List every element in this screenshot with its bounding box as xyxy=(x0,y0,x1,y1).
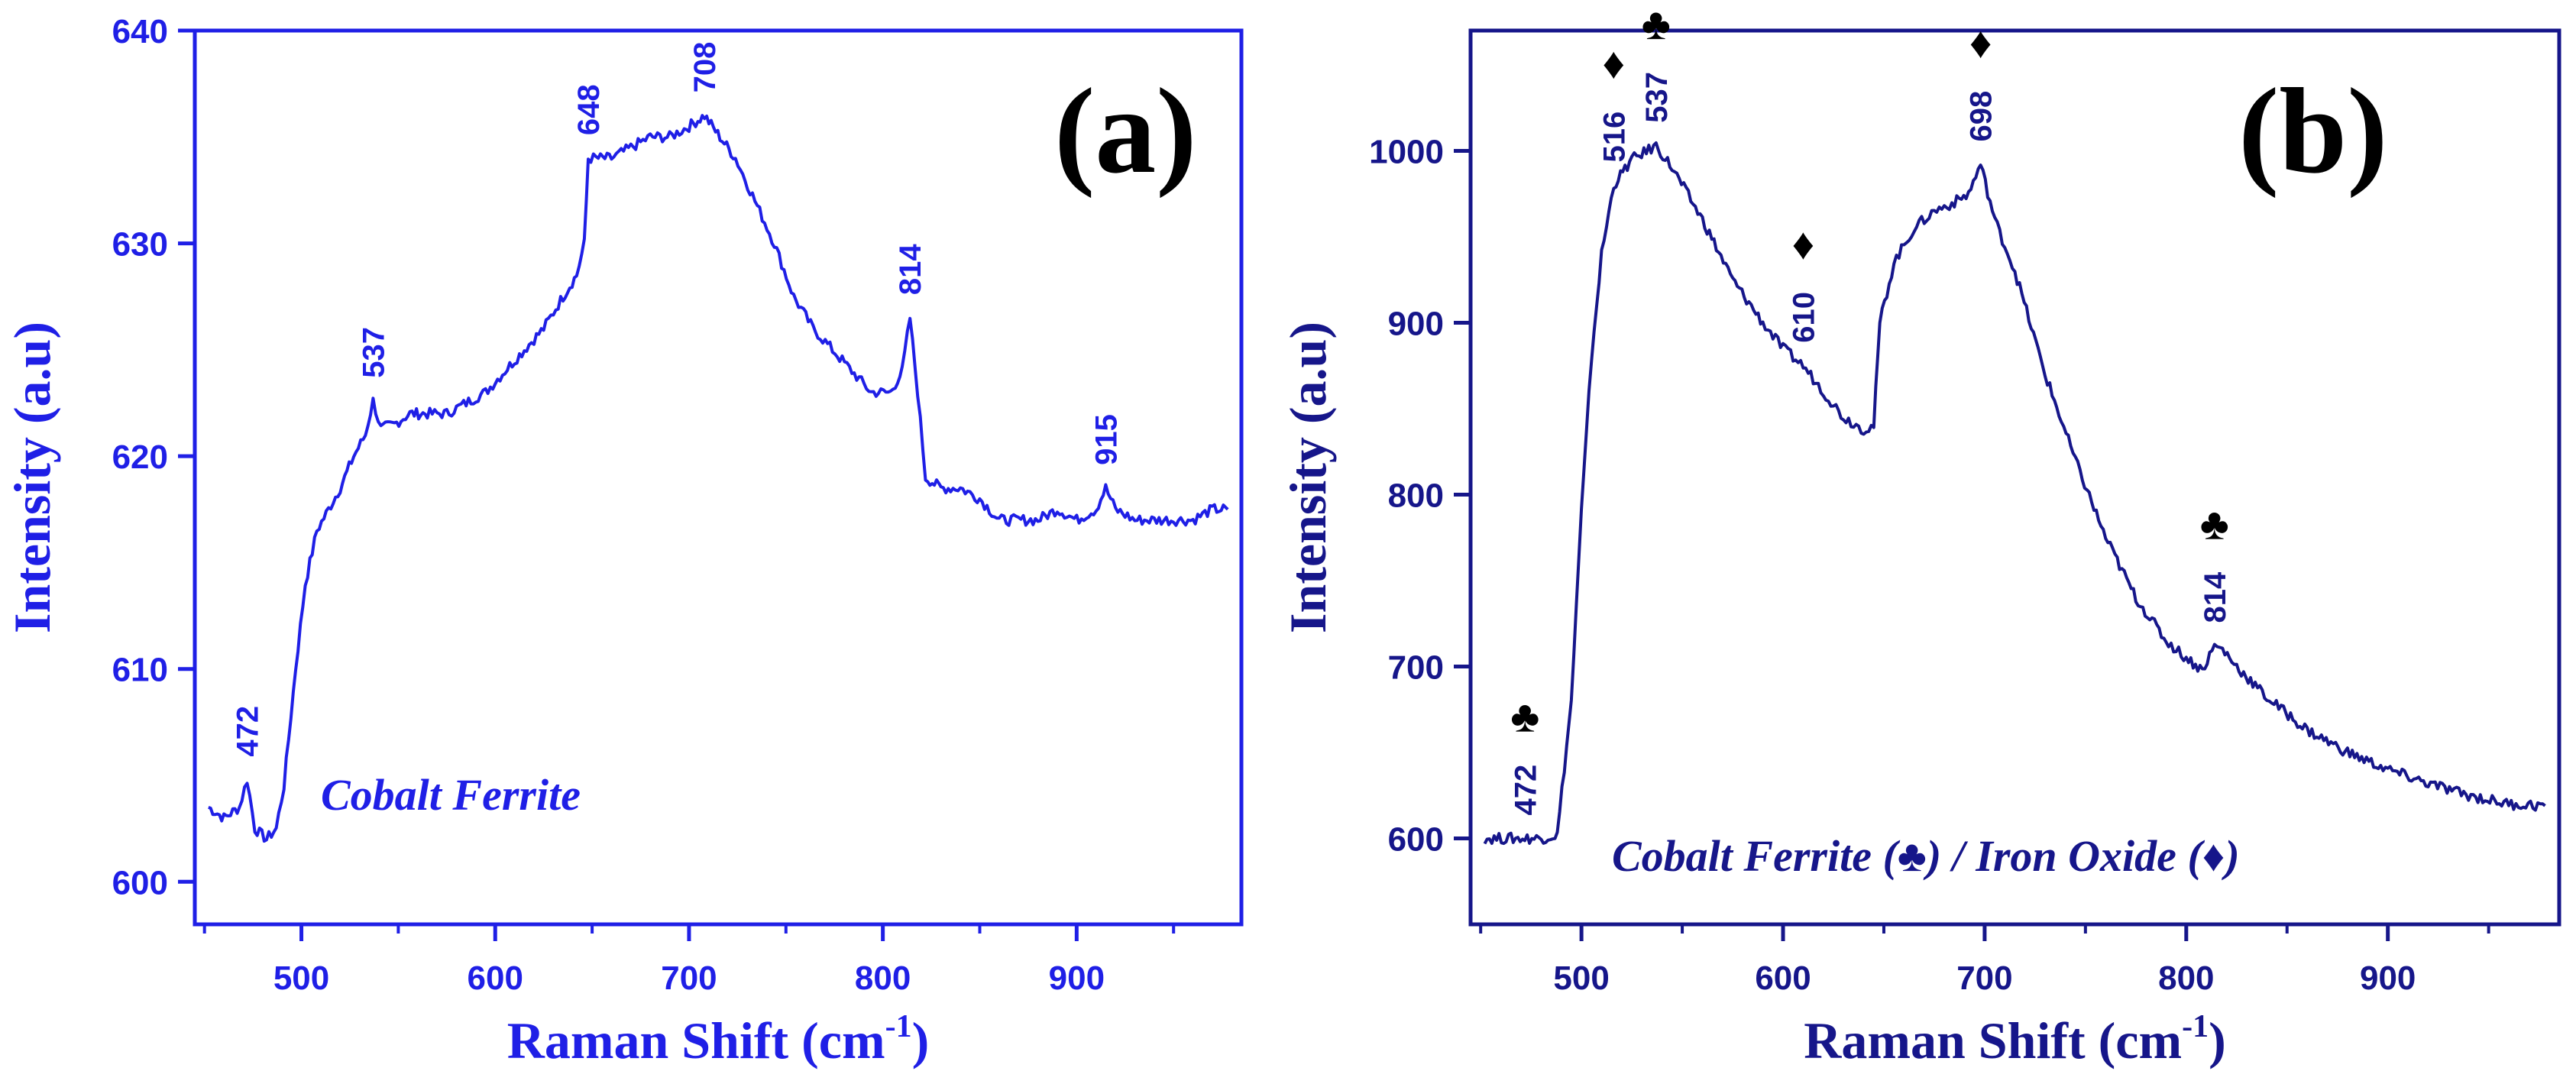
peak-annotation: 814 xyxy=(894,244,927,295)
peak-annotation: 472 xyxy=(231,706,265,757)
y-tick-label: 1000 xyxy=(1369,134,1444,171)
panel-b-label: (b) xyxy=(2238,63,2388,199)
y-tick-label: 610 xyxy=(112,652,168,689)
panel-a-series-line xyxy=(208,114,1229,843)
x-tick-label: 800 xyxy=(855,959,911,997)
peak-annotation: 648 xyxy=(572,84,606,135)
x-tick-label: 700 xyxy=(1956,959,2012,997)
panel-b-ticks: 500 600 700 800 900 600 700 800 900 1000 xyxy=(1369,134,2490,997)
peak-annotation: 610 ♦ xyxy=(1787,219,1820,343)
x-tick-label: 700 xyxy=(661,959,717,997)
y-tick-label: 630 xyxy=(112,226,168,264)
y-tick-label: 800 xyxy=(1388,477,1444,515)
peak-label: 537 xyxy=(357,327,390,378)
panel-a-peak-labels: 472 537 648 708 814 915 xyxy=(231,42,1124,757)
y-tick-label: 900 xyxy=(1388,306,1444,343)
peak-label: 814 xyxy=(2199,571,2232,623)
panel-b-sample-annotation: Cobalt Ferrite (♣) / Iron Oxide (♦) xyxy=(1612,831,2240,881)
peak-label: 472 xyxy=(1509,765,1542,816)
x-tick-label: 800 xyxy=(2158,959,2214,997)
peak-label: 648 xyxy=(572,84,606,135)
peak-annotation: 472 ♣ xyxy=(1509,692,1542,816)
panel-a-ticks: 500 600 700 800 900 600 610 620 630 640 xyxy=(112,13,1176,997)
y-tick-label: 700 xyxy=(1388,649,1444,687)
diamond-marker-icon: ♦ xyxy=(1603,39,1626,89)
peak-label: 814 xyxy=(894,244,927,295)
y-tick-label: 600 xyxy=(1388,821,1444,859)
panel-b-chart: 500 600 700 800 900 600 700 800 900 1000 472 ♣ 516 ♦… xyxy=(1279,0,2561,1069)
panel-a-x-axis-label: Raman Shift (cm-1) xyxy=(507,1009,930,1069)
y-tick-label: 620 xyxy=(112,438,168,476)
panel-b-y-axis-label: Intensity (a.u) xyxy=(1279,322,1337,633)
x-tick-label: 900 xyxy=(1049,959,1105,997)
x-tick-label: 600 xyxy=(468,959,523,997)
panel-b-plot-frame xyxy=(1468,28,2561,927)
peak-label: 610 xyxy=(1787,292,1820,343)
club-marker-icon: ♣ xyxy=(2200,500,2229,549)
y-tick-label: 600 xyxy=(112,864,168,901)
panel-a-y-axis-label: Intensity (a.u) xyxy=(3,322,61,633)
panel-b-series-line xyxy=(1483,141,2546,846)
legend-club-icon: ♣ xyxy=(1898,831,1927,881)
peak-label: 516 xyxy=(1597,112,1631,163)
peak-label: 537 xyxy=(1640,72,1674,123)
panel-b-peak-labels: 472 ♣ 516 ♦ 537 ♣ 610 ♦ 698 ♦ 814 ♣ xyxy=(1509,0,2232,816)
peak-annotation: 708 xyxy=(688,42,722,93)
peak-label: 698 xyxy=(1965,91,1998,142)
peak-annotation: 516 ♦ xyxy=(1597,39,1631,163)
panel-a-plot-frame xyxy=(193,28,1244,927)
peak-annotation: 814 ♣ xyxy=(2199,500,2232,623)
x-tick-label: 900 xyxy=(2360,959,2416,997)
x-tick-label: 500 xyxy=(273,959,329,997)
diamond-marker-icon: ♦ xyxy=(1969,18,1992,68)
peak-annotation: 698 ♦ xyxy=(1965,18,1998,142)
legend-diamond-icon: ♦ xyxy=(2202,831,2225,881)
x-tick-label: 600 xyxy=(1755,959,1811,997)
panel-a-sample-annotation: Cobalt Ferrite xyxy=(321,770,581,820)
club-marker-icon: ♣ xyxy=(1510,692,1539,742)
x-tick-label: 500 xyxy=(1553,959,1609,997)
peak-label: 708 xyxy=(688,42,722,93)
club-marker-icon: ♣ xyxy=(1642,0,1671,49)
peak-annotation: 537 ♣ xyxy=(1640,0,1674,123)
panel-a-chart: 500 600 700 800 900 600 610 620 630 640 472 537 648… xyxy=(3,13,1244,1069)
y-tick-label: 640 xyxy=(112,13,168,50)
panel-a-label: (a) xyxy=(1054,63,1197,199)
peak-annotation: 537 xyxy=(357,327,390,378)
panel-b-x-axis-label: Raman Shift (cm-1) xyxy=(1804,1009,2226,1069)
diamond-marker-icon: ♦ xyxy=(1792,219,1815,269)
peak-label: 915 xyxy=(1089,414,1123,465)
peak-annotation: 915 xyxy=(1089,414,1123,465)
peak-label: 472 xyxy=(231,706,265,757)
